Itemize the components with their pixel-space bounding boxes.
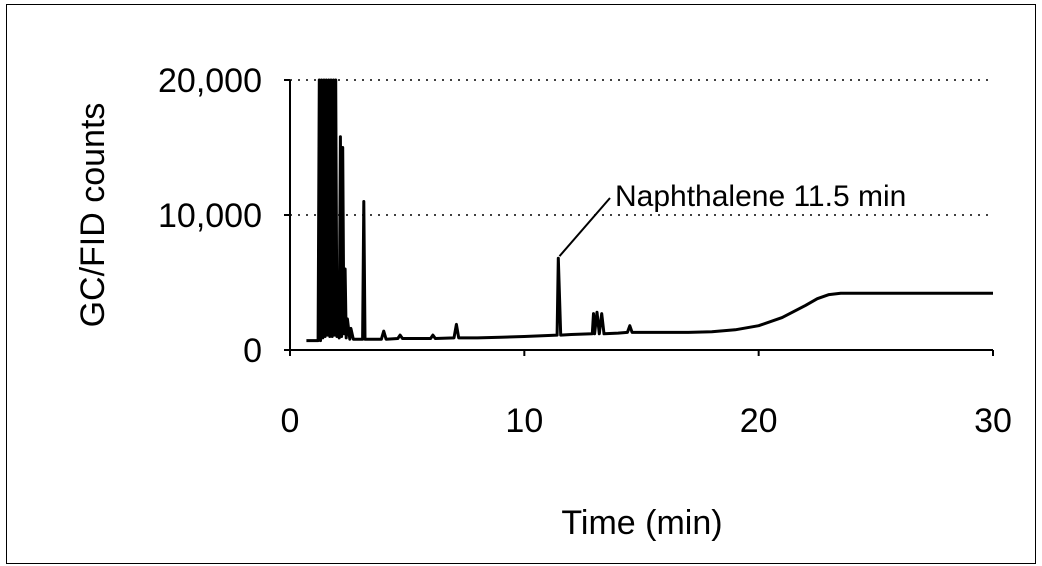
series-group bbox=[306, 78, 993, 343]
x-tick-label-2: 20 bbox=[740, 402, 778, 440]
y-tick-label-2: 20,000 bbox=[158, 62, 262, 100]
annotation-label: Naphthalene 11.5 min bbox=[615, 180, 906, 213]
x-axis-label: Time (min) bbox=[561, 504, 722, 542]
y-tick-label-0: 0 bbox=[243, 332, 262, 370]
chart-frame bbox=[6, 4, 1036, 564]
annotation-group: Naphthalene 11.5 min bbox=[558, 180, 906, 257]
y-tick-label-1: 10,000 bbox=[158, 197, 262, 235]
x-tick-label-1: 10 bbox=[505, 402, 543, 440]
y-axis-label: GC/FID counts bbox=[74, 103, 112, 328]
x-tick-label-0: 0 bbox=[281, 402, 300, 440]
series-line-0 bbox=[306, 78, 993, 343]
y-tick-labels: 0 10,000 20,000 bbox=[158, 62, 290, 370]
gridlines bbox=[290, 79, 993, 216]
x-tick-label-3: 30 bbox=[974, 402, 1012, 440]
annotation-leader-line bbox=[558, 197, 611, 257]
x-tick-labels: 0 10 20 30 bbox=[281, 350, 1012, 440]
